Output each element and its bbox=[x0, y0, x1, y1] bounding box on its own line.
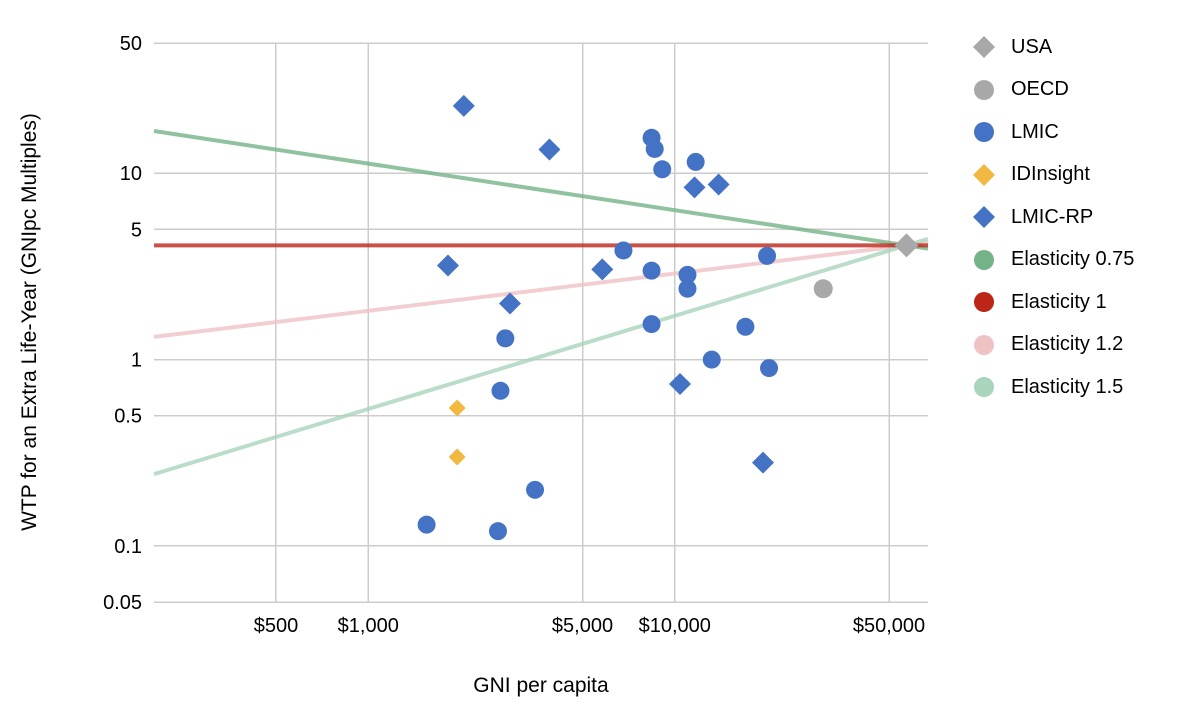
x-tick-label: $10,000 bbox=[639, 615, 711, 637]
x-tick-label: $1,000 bbox=[338, 615, 399, 637]
point-lmic bbox=[488, 522, 507, 541]
legend-label: Elasticity 1.2 bbox=[1011, 333, 1124, 355]
x-tick-label: $5,000 bbox=[552, 615, 613, 637]
legend-item-elasticity-1[interactable]: Elasticity 1 bbox=[973, 281, 1107, 323]
point-lmic bbox=[678, 265, 697, 284]
legend-label: LMIC bbox=[1011, 120, 1059, 143]
point-lmic bbox=[758, 246, 777, 265]
point-lmic bbox=[760, 359, 779, 378]
point-lmic bbox=[642, 261, 661, 280]
legend-label: USA bbox=[1011, 35, 1053, 58]
point-lmic bbox=[642, 315, 661, 334]
x-tick-label: $500 bbox=[254, 615, 299, 637]
point-lmic bbox=[678, 279, 697, 298]
legend-label: LMIC-RP bbox=[1011, 205, 1094, 228]
legend-label: OECD bbox=[1011, 78, 1069, 100]
legend-item-elasticity-1-5[interactable]: Elasticity 1.5 bbox=[973, 366, 1123, 408]
legend: USA OECD LMIC IDInsight LMIC-RP Elasticity 0.… bbox=[966, 0, 1186, 420]
point-lmic-rp bbox=[436, 254, 459, 277]
legend-item-elasticity-0-75[interactable]: Elasticity 0.75 bbox=[973, 239, 1134, 281]
y-tick-label: 50 bbox=[120, 33, 142, 55]
point-usa bbox=[894, 233, 919, 258]
point-lmic-rp bbox=[707, 173, 730, 196]
x-tick-label: $50,000 bbox=[853, 615, 925, 637]
y-tick-label: 0.05 bbox=[103, 592, 142, 614]
oecd-circle-icon bbox=[974, 79, 994, 100]
y-tick-label: 1 bbox=[131, 350, 142, 372]
point-lmic-rp bbox=[538, 138, 561, 161]
point-lmic-rp bbox=[591, 258, 614, 281]
point-lmic-rp bbox=[752, 451, 775, 474]
point-oecd bbox=[813, 279, 833, 299]
usa-diamond-icon bbox=[973, 36, 995, 58]
lmic-circle-icon bbox=[974, 122, 994, 142]
elasticity-1-5-circle-icon bbox=[974, 377, 994, 397]
point-lmic bbox=[645, 139, 664, 158]
legend-label: IDInsight bbox=[1011, 163, 1090, 185]
legend-label: Elasticity 0.75 bbox=[1011, 248, 1135, 270]
legend-label: Elasticity 1.5 bbox=[1011, 375, 1124, 398]
lmic-rp-diamond-icon bbox=[973, 206, 995, 228]
point-lmic bbox=[736, 317, 755, 336]
point-lmic-rp bbox=[683, 176, 706, 199]
y-tick-label: 0.1 bbox=[114, 536, 142, 558]
legend-item-lmic[interactable]: LMIC bbox=[973, 111, 1059, 153]
legend-item-lmic-rp[interactable]: LMIC-RP bbox=[973, 196, 1093, 238]
point-lmic bbox=[686, 152, 705, 171]
y-tick-label: 10 bbox=[120, 163, 142, 185]
elasticity-1-5-line bbox=[153, 236, 929, 477]
elasticity-1-circle-icon bbox=[974, 292, 994, 312]
elasticity-0-75-line bbox=[153, 129, 929, 251]
x-axis-title: GNI per capita bbox=[473, 674, 609, 697]
point-idinsight bbox=[448, 448, 466, 466]
point-lmic-rp bbox=[669, 372, 692, 395]
elasticity-0-75-circle-icon bbox=[974, 249, 994, 270]
y-tick-label: 5 bbox=[131, 219, 142, 241]
legend-item-usa[interactable]: USA bbox=[973, 26, 1052, 68]
point-lmic-rp bbox=[452, 94, 475, 117]
point-idinsight bbox=[448, 399, 466, 417]
elasticity-1-2-circle-icon bbox=[974, 334, 994, 355]
y-tick-label: 0.5 bbox=[114, 406, 142, 428]
legend-label: Elasticity 1 bbox=[1011, 290, 1107, 313]
point-lmic bbox=[653, 160, 672, 179]
point-lmic-rp bbox=[498, 292, 521, 315]
point-lmic bbox=[702, 350, 721, 369]
legend-item-oecd[interactable]: OECD bbox=[973, 69, 1069, 111]
point-lmic bbox=[496, 329, 515, 348]
legend-item-elasticity-1-2[interactable]: Elasticity 1.2 bbox=[973, 324, 1123, 366]
elasticity-1-2-line bbox=[153, 240, 929, 339]
y-axis-title: WTP for an Extra Life-Year (GNIpc Multip… bbox=[18, 113, 41, 531]
point-lmic bbox=[526, 480, 545, 499]
legend-item-idinsight[interactable]: IDInsight bbox=[973, 154, 1090, 196]
idinsight-diamond-icon bbox=[973, 163, 995, 186]
point-lmic bbox=[417, 515, 436, 534]
point-lmic bbox=[614, 241, 633, 260]
point-lmic bbox=[491, 381, 510, 400]
